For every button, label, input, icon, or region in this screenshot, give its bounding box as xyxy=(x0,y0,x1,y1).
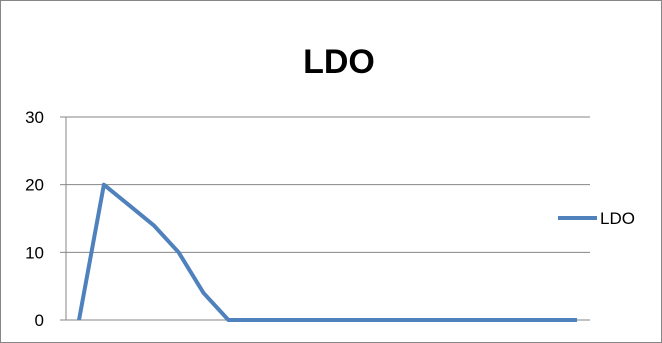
chart-title: LDO xyxy=(303,43,375,81)
y-tick-label-10: 10 xyxy=(25,243,44,262)
y-tick-label-30: 30 xyxy=(25,108,44,127)
data-point-1 xyxy=(78,319,80,321)
data-point-11 xyxy=(327,319,329,321)
y-tick-label-20: 20 xyxy=(25,176,44,195)
data-point-13 xyxy=(377,319,379,321)
data-point-5 xyxy=(178,251,180,253)
legend: LDO xyxy=(558,209,635,228)
data-point-16 xyxy=(452,319,453,321)
data-point-19 xyxy=(526,319,528,321)
data-point-14 xyxy=(402,319,404,321)
data-point-3 xyxy=(128,204,130,206)
y-axis: 0 10 20 30 xyxy=(25,108,67,330)
data-point-10 xyxy=(302,319,304,321)
data-point-8 xyxy=(252,319,254,321)
data-point-12 xyxy=(352,319,354,321)
data-point-4 xyxy=(153,224,155,226)
data-point-9 xyxy=(277,319,279,321)
data-point-2 xyxy=(103,184,105,186)
legend-label-ldo: LDO xyxy=(600,209,635,228)
data-point-7 xyxy=(227,319,229,321)
data-point-21 xyxy=(576,319,578,321)
series-group xyxy=(77,182,578,322)
data-point-20 xyxy=(551,319,553,321)
data-point-18 xyxy=(501,319,503,321)
data-point-17 xyxy=(476,319,478,321)
data-point-6 xyxy=(203,292,204,294)
y-tick-label-0: 0 xyxy=(35,311,44,330)
data-point-15 xyxy=(427,319,429,321)
